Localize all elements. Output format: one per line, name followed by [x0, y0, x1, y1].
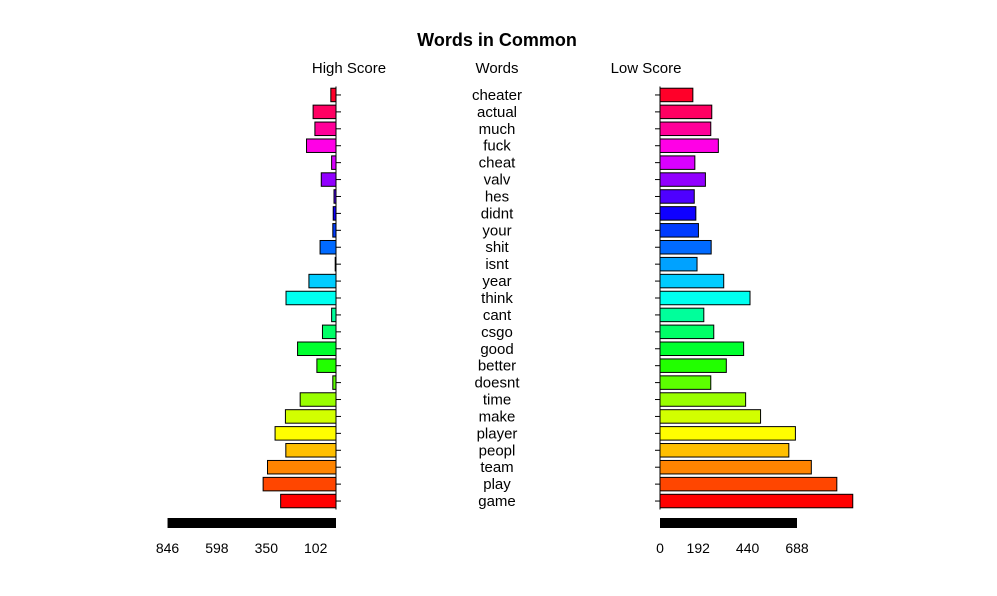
low-score-bar-think: [659, 290, 751, 306]
low-score-bar-much: [659, 121, 712, 137]
low-score-bar-csgo: [659, 324, 715, 340]
high-score-bar-player: [274, 426, 337, 441]
word-label-good: good: [480, 341, 513, 358]
word-label-valv: valv: [484, 172, 511, 189]
low-score-bar-shit: [659, 239, 712, 255]
word-label-much: much: [479, 121, 516, 138]
word-label-hes: hes: [485, 188, 509, 205]
low-score-bars: [659, 87, 854, 509]
word-label-better: better: [478, 358, 516, 375]
word-label-your: your: [482, 222, 511, 239]
high-score-bar-peopl: [285, 443, 337, 458]
word-label-actual: actual: [477, 104, 517, 121]
high-score-bar-cant: [331, 307, 337, 323]
high-score-bar-good: [297, 341, 337, 357]
low-score-bar-better: [659, 358, 727, 373]
word-labels: cheateractualmuchfuckcheatvalvhesdidntyo…: [472, 87, 522, 510]
word-label-peopl: peopl: [479, 442, 516, 459]
low-score-bar-fuck: [659, 138, 719, 153]
high-score-bar-play: [262, 476, 337, 492]
high-score-bar-think: [285, 290, 337, 306]
high-score-tick-label: 846: [156, 540, 180, 556]
word-label-csgo: csgo: [481, 324, 513, 341]
low-score-bar-time: [659, 392, 747, 407]
word-label-fuck: fuck: [483, 138, 511, 155]
low-score-bar-game: [659, 493, 854, 509]
low-score-bar-cheater: [659, 87, 694, 103]
high-score-bar-time: [299, 392, 337, 407]
high-score-bar-better: [316, 358, 337, 373]
low-score-bar-isnt: [659, 256, 698, 272]
high-score-bar-cheat: [331, 155, 337, 170]
low-score-bar-play: [659, 476, 838, 492]
high-score-bar-actual: [312, 104, 337, 120]
high-score-bar-fuck: [306, 138, 337, 153]
low-score-bar-player: [659, 426, 796, 441]
word-label-cant: cant: [483, 307, 512, 324]
high-score-bar-shit: [319, 239, 337, 255]
low-score-tick-label: 440: [736, 540, 760, 556]
low-score-tick-label: 0: [656, 540, 664, 556]
left-panel-label: High Score: [312, 60, 386, 77]
high-score-bar-team: [267, 459, 337, 475]
low-score-bar-valv: [659, 172, 706, 187]
word-label-cheater: cheater: [472, 87, 522, 104]
low-score-bar-peopl: [659, 443, 790, 458]
word-label-play: play: [483, 476, 511, 493]
word-label-cheat: cheat: [479, 155, 517, 172]
low-score-bar-team: [659, 459, 812, 475]
word-label-team: team: [480, 459, 513, 476]
low-score-bar-cant: [659, 307, 705, 323]
high-score-bar-much: [314, 121, 337, 137]
word-label-make: make: [479, 408, 516, 425]
high-score-axis: 846 598 350 102: [156, 86, 341, 556]
low-score-bar-cheat: [659, 155, 696, 170]
chart-title: Words in Common: [417, 30, 577, 50]
low-score-bar-doesnt: [659, 375, 712, 390]
low-score-bar-year: [659, 273, 725, 289]
high-score-bar-cheater: [330, 87, 337, 103]
word-label-didnt: didnt: [481, 205, 514, 222]
low-score-tick-label: 688: [785, 540, 809, 556]
high-score-tick-label: 350: [255, 540, 279, 556]
low-score-tick-label: 192: [687, 540, 711, 556]
low-score-bar-your: [659, 223, 699, 238]
high-score-tick-label: 102: [304, 540, 328, 556]
low-score-axis: 0 192 440 688: [655, 86, 809, 556]
right-panel-label: Low Score: [611, 60, 682, 77]
word-label-player: player: [477, 425, 518, 442]
low-score-bar-good: [659, 341, 745, 357]
low-score-bar-hes: [659, 189, 695, 204]
word-label-doesnt: doesnt: [474, 375, 520, 392]
word-label-year: year: [482, 273, 511, 290]
high-score-bars: [262, 87, 337, 509]
high-score-bar-csgo: [321, 324, 337, 340]
word-label-time: time: [483, 392, 511, 409]
low-score-bar-make: [659, 409, 762, 424]
low-score-bar-didnt: [659, 206, 697, 221]
word-label-isnt: isnt: [485, 256, 509, 273]
word-label-shit: shit: [485, 239, 509, 256]
center-panel-label: Words: [475, 60, 518, 77]
high-score-bar-game: [280, 493, 337, 509]
high-score-bar-make: [284, 409, 337, 424]
high-score-bar-valv: [320, 172, 337, 187]
high-score-bar-year: [308, 273, 337, 289]
high-score-tick-label: 598: [205, 540, 229, 556]
word-label-think: think: [481, 290, 513, 307]
word-label-game: game: [478, 493, 516, 510]
low-score-bar-actual: [659, 104, 713, 120]
